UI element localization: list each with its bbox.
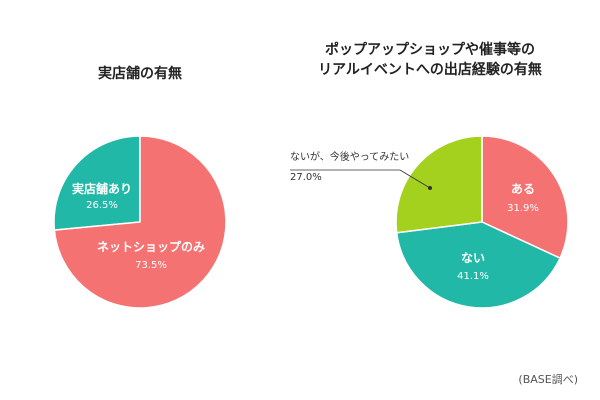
slice-value-1-1: 26.5% (86, 200, 118, 211)
slice-label-2-3: ないが、今後やってみたい (290, 150, 409, 163)
slice-value-2-1: 31.9% (507, 203, 539, 214)
pie-slice-1-2 (53, 135, 227, 309)
leader-line-diag (399, 169, 431, 189)
slice-value-1-2: 73.5% (135, 260, 167, 271)
slice-value-2-2: 41.1% (457, 271, 489, 282)
source-note: (BASE調べ) (518, 373, 578, 386)
slice-label-2-2: ない (461, 251, 485, 265)
slice-label-1-2: ネットショップのみ (97, 239, 205, 254)
slice-value-2-3: 27.0% (290, 172, 322, 183)
pie-slice-2-1 (481, 135, 569, 260)
pie-chart-2: ある 31.9% ない 41.1% ないが、今後やってみたい 27.0% (290, 135, 569, 309)
chart-title-event-experience: ポップアップショップや催事等の リアルイベントへの出店経験の有無 (318, 42, 542, 78)
leader-dot (428, 186, 432, 190)
pie-slice-2-2 (395, 221, 562, 309)
chart-title-store-presence: 実店舗の有無 (98, 66, 182, 82)
slice-label-2-1: ある (511, 182, 535, 196)
pie-slice-2-3 (395, 135, 483, 234)
pie-chart-1: 実店舗あり 26.5% ネットショップのみ 73.5% (53, 135, 227, 309)
slice-label-1-1: 実店舗あり (72, 181, 132, 196)
pie-slice-1-1 (53, 135, 141, 231)
